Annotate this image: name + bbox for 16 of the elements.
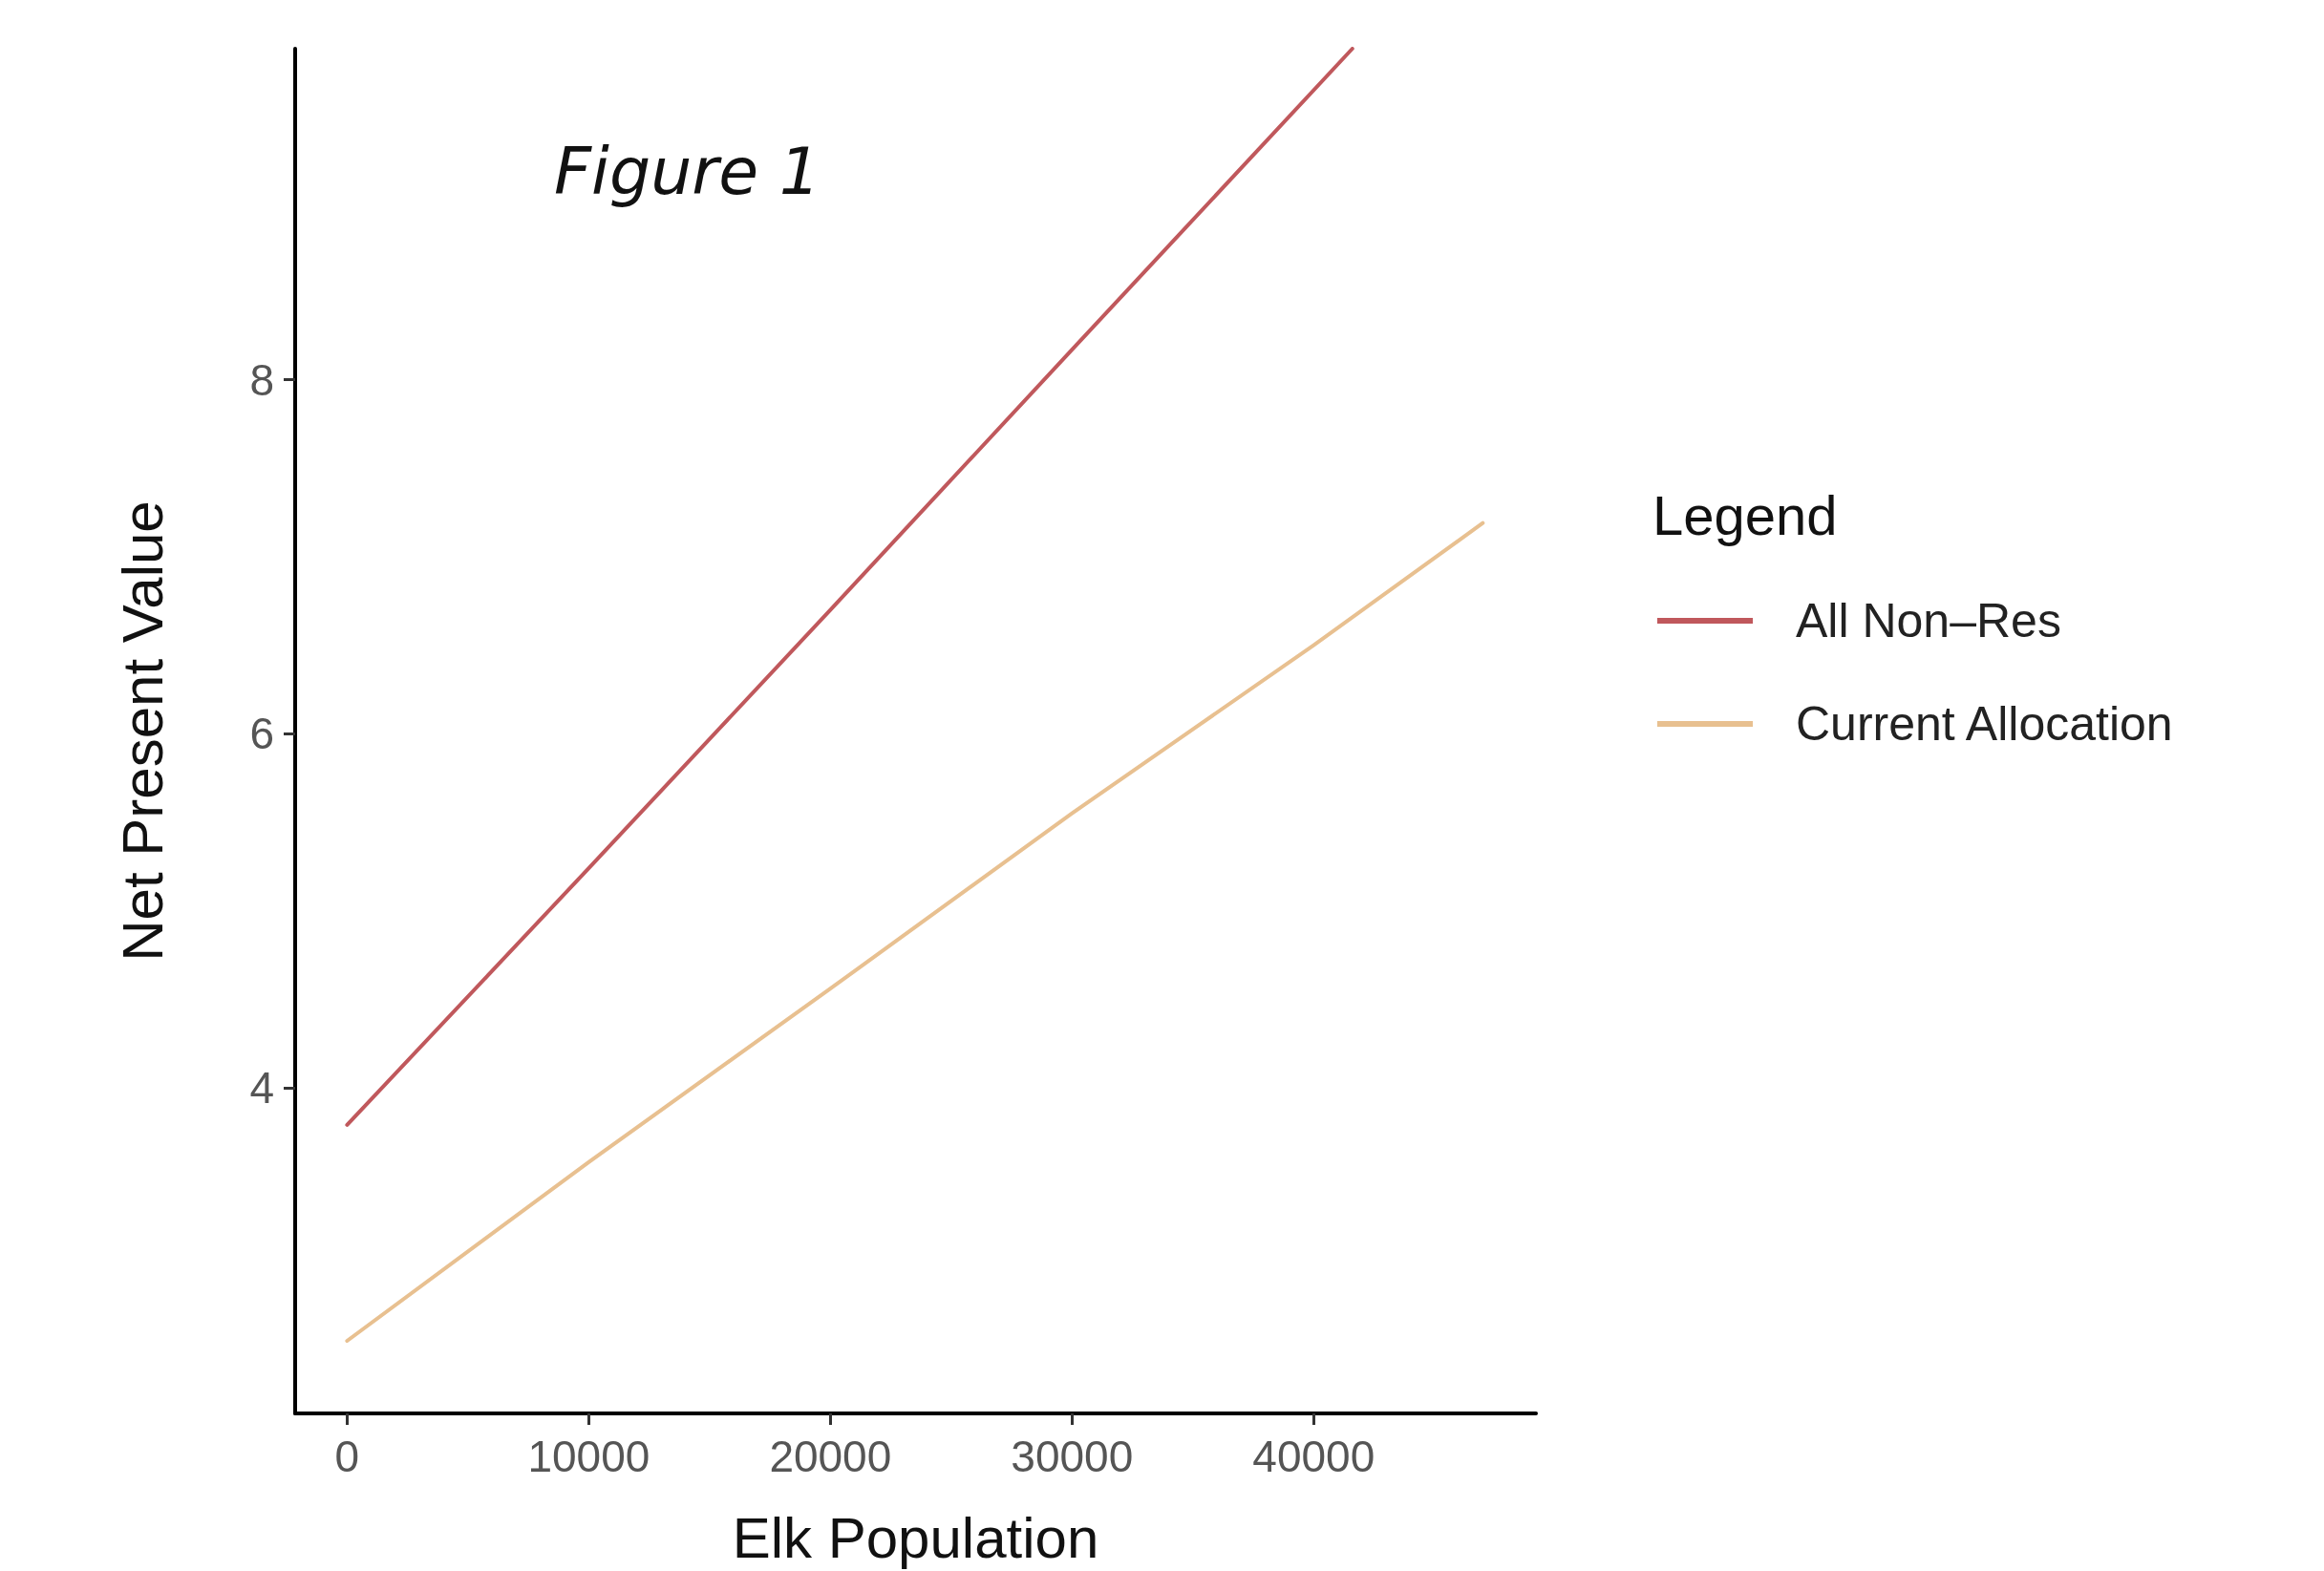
x-axis-title: Elk Population — [732, 1505, 1099, 1570]
y-tick-label: 4 — [249, 1062, 274, 1113]
x-tick-label: 10000 — [527, 1432, 650, 1481]
line-series — [345, 47, 1354, 1127]
text: Figure 1 — [554, 133, 821, 209]
x-tick-label: 30000 — [1011, 1432, 1134, 1481]
x-tick-label: 0 — [334, 1432, 360, 1481]
y-tick-label: 8 — [249, 354, 274, 405]
y-axis-title: Net Present Value — [110, 500, 175, 962]
x-tick-label: 20000 — [769, 1432, 892, 1481]
legend-label: Current Allocation — [1796, 697, 2173, 751]
y-tick-label: 6 — [249, 709, 274, 759]
legend-label: All Non–Res — [1796, 594, 2061, 648]
legend-title: Legend — [1652, 483, 1838, 546]
line-series — [345, 520, 1485, 1344]
x-tick-label: 40000 — [1252, 1432, 1375, 1481]
